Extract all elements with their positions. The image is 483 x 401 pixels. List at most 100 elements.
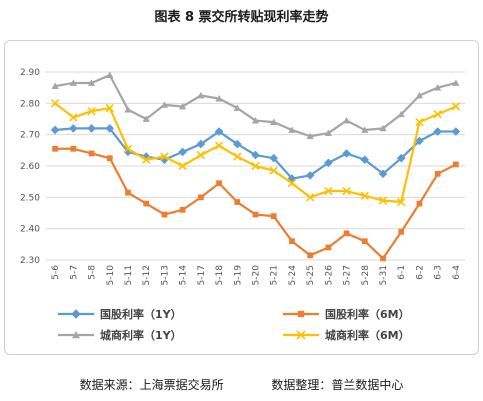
data-point <box>306 132 314 140</box>
data-point-stroke <box>233 152 242 161</box>
data-point <box>50 125 60 135</box>
data-point <box>433 110 442 119</box>
x-tick-label: 5-20 <box>252 265 262 286</box>
data-point-stroke <box>69 113 78 122</box>
series-line <box>54 74 457 138</box>
data-point <box>70 145 77 152</box>
data-point-stroke <box>296 330 306 340</box>
data-point <box>396 153 406 163</box>
data-point <box>324 186 333 196</box>
legend-label: 国股利率（1Y） <box>100 307 182 321</box>
data-point <box>397 197 406 207</box>
x-tick-label: 5-7 <box>69 265 79 280</box>
data-point <box>416 200 423 207</box>
data-point <box>360 191 369 200</box>
data-point <box>252 211 259 218</box>
data-point <box>378 169 388 179</box>
x-tick-label: 6-4 <box>452 265 462 280</box>
data-point <box>434 170 441 177</box>
data-point <box>287 179 297 188</box>
data-point <box>451 102 461 111</box>
data-point <box>297 310 305 318</box>
x-tick-label: 6-2 <box>415 265 425 280</box>
data-point <box>415 117 424 127</box>
data-point <box>251 150 260 160</box>
legend-item: 国股利率（6M） <box>283 307 410 321</box>
data-point-stroke <box>287 179 297 188</box>
data-point <box>307 252 314 259</box>
legend-item: 国股利率（1Y） <box>58 307 182 321</box>
data-point <box>380 255 386 262</box>
data-point <box>105 103 114 113</box>
data-point <box>452 79 460 86</box>
x-tick-label: 5-8 <box>88 265 98 280</box>
data-point <box>214 127 224 136</box>
data-point <box>71 309 81 319</box>
data-point <box>434 84 442 91</box>
data-point <box>397 110 405 118</box>
data-point <box>325 244 332 251</box>
data-point <box>433 127 442 136</box>
y-tick-label: 2.70 <box>20 131 40 141</box>
data-point <box>379 124 387 132</box>
y-axis-ticks: 2.30 2.40 2.50 2.60 2.70 2.80 2.90 <box>20 68 40 266</box>
data-point <box>69 124 78 133</box>
data-point-stroke <box>87 107 96 116</box>
data-point <box>106 71 114 79</box>
data-point-stroke <box>397 197 406 207</box>
data-point-stroke <box>123 144 133 153</box>
data-point <box>105 124 115 133</box>
data-point <box>179 206 186 213</box>
data-point-stroke <box>178 161 187 171</box>
x-tick-label: 5-6 <box>51 265 61 280</box>
data-point <box>142 155 151 164</box>
series-lines <box>50 71 461 262</box>
data-point-stroke <box>360 191 369 200</box>
x-tick-label: 6-1 <box>397 265 407 280</box>
data-point <box>305 193 315 202</box>
legend-label: 城商利率（1Y） <box>100 328 182 342</box>
x-tick-label: 5-27 <box>343 265 353 285</box>
data-point-stroke <box>324 186 333 196</box>
data-point-stroke <box>451 102 461 111</box>
x-tick-label: 5-11 <box>124 265 134 285</box>
data-point <box>69 79 77 86</box>
data-point <box>378 196 388 205</box>
data-point <box>296 330 306 340</box>
legend: 国股利率（1Y） 国股利率（6M） 城商利率（1Y） 城商利率（6M） <box>58 307 410 342</box>
data-point <box>216 180 222 187</box>
data-point <box>415 136 424 146</box>
data-point <box>343 230 350 237</box>
data-point <box>305 171 315 180</box>
data-point <box>451 127 461 136</box>
y-tick-label: 2.50 <box>20 193 40 203</box>
data-point <box>160 152 169 161</box>
x-tick-label: 5-24 <box>288 265 298 286</box>
data-point <box>342 116 351 124</box>
data-point-stroke <box>50 99 60 108</box>
data-point <box>288 126 296 133</box>
data-compiler: 数据整理：普兰数据中心 <box>271 378 404 392</box>
y-tick-label: 2.30 <box>20 256 40 266</box>
data-point-stroke <box>433 110 442 119</box>
data-point <box>361 238 368 245</box>
data-point <box>69 113 78 122</box>
data-point <box>196 150 206 160</box>
data-point <box>415 91 424 99</box>
data-point <box>233 104 241 111</box>
series-1 <box>50 124 461 183</box>
data-point-stroke <box>415 117 424 127</box>
data-point-stroke <box>105 103 114 113</box>
x-tick-label: 5-10 <box>106 265 116 286</box>
data-point <box>196 139 206 149</box>
x-tick-label: 5-21 <box>270 265 280 285</box>
series-4 <box>50 99 461 207</box>
data-point <box>324 158 333 168</box>
data-point <box>342 186 351 196</box>
series-3 <box>51 71 460 140</box>
legend-item: 城商利率（6M） <box>283 328 410 342</box>
x-tick-label: 6-3 <box>434 265 444 280</box>
x-tick-label: 5-17 <box>197 265 207 285</box>
data-point <box>251 161 260 171</box>
data-point <box>72 331 80 339</box>
